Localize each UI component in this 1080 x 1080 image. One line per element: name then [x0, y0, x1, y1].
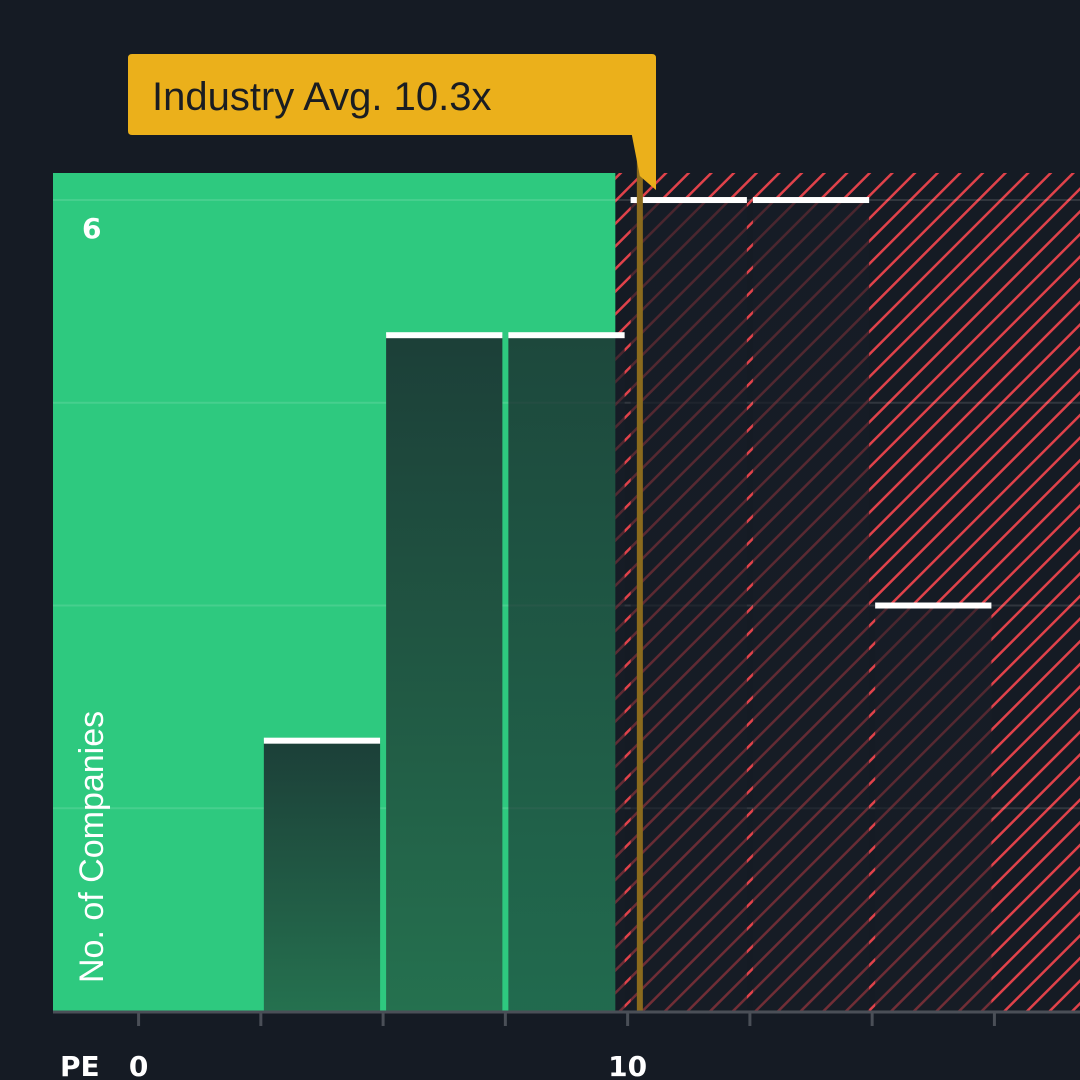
bars — [263, 197, 992, 1012]
x-tick-label: 10 — [608, 1050, 647, 1080]
industry-average-label: Industry Avg. 10.3x — [152, 75, 491, 119]
x-axis-title: PE — [60, 1050, 100, 1080]
x-tick-labels: 0 10 — [129, 1050, 647, 1080]
bar-cap — [630, 197, 747, 204]
y-tick-label: 6 — [82, 212, 101, 245]
industry-average-callout: Industry Avg. 10.3x — [128, 54, 656, 190]
y-tick-labels: 6 — [82, 212, 101, 245]
bar-cap — [752, 197, 870, 204]
bar — [508, 335, 625, 1011]
y-axis-title: No. of Companies — [73, 711, 111, 983]
bar — [386, 335, 503, 1011]
bar — [263, 740, 381, 1011]
bar-cap — [386, 332, 503, 339]
x-ticks — [137, 1011, 996, 1026]
x-tick-label: 0 — [129, 1050, 148, 1080]
bar — [875, 605, 992, 1011]
bar — [630, 200, 747, 1012]
callout-box — [128, 54, 656, 190]
bar-cap — [508, 332, 625, 339]
bar-cap — [263, 737, 381, 744]
bar-cap — [875, 602, 992, 609]
bar — [752, 200, 870, 1012]
